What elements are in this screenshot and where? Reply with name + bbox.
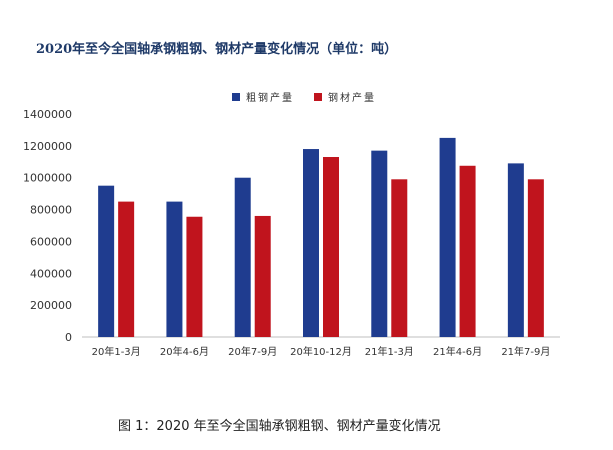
x-tick-label: 20年7-9月 [228, 345, 277, 358]
x-tick-label: 20年4-6月 [160, 345, 209, 358]
bar-crude-steel [98, 185, 115, 337]
bar-steel-products [459, 165, 476, 337]
figure-caption: 图 1：2020 年至今全国轴承钢粗钢、钢材产量变化情况 [118, 419, 441, 434]
bar-steel-products [186, 216, 203, 337]
bar-crude-steel [303, 149, 319, 337]
bar-crude-steel [166, 201, 183, 337]
x-tick-label: 21年1-3月 [365, 345, 414, 358]
bar-steel-products [391, 179, 408, 337]
y-tick-label: 800000 [30, 204, 72, 217]
y-tick-label: 1000000 [23, 172, 72, 185]
bar-crude-steel [371, 150, 388, 337]
bar-crude-steel [439, 137, 456, 337]
legend: 粗钢产量 钢材产量 [232, 89, 396, 104]
legend-swatch-crude-steel [232, 92, 240, 101]
legend-label-crude-steel: 粗钢产量 [246, 93, 294, 104]
y-tick-label: 600000 [30, 235, 72, 248]
legend-swatch-steel-products [314, 92, 322, 101]
y-tick-label: 1200000 [23, 140, 72, 153]
chart-title: 2020年至今全国轴承钢粗钢、钢材产量变化情况（单位：吨） [36, 42, 398, 57]
bar-crude-steel [507, 163, 524, 337]
bar-crude-steel [234, 177, 251, 337]
bar-steel-products [527, 179, 544, 337]
x-tick-label: 21年4-6月 [433, 345, 482, 358]
bar-steel-products [323, 157, 339, 337]
y-tick-label: 200000 [30, 299, 72, 312]
y-tick-label: 1400000 [23, 108, 72, 121]
bar-steel-products [254, 215, 271, 337]
y-tick-label: 0 [65, 331, 72, 344]
legend-item-crude-steel: 粗钢产量 [232, 89, 294, 104]
x-tick-label: 21年7-9月 [501, 345, 550, 358]
x-tick-label: 20年1-3月 [92, 345, 141, 358]
legend-label-steel-products: 钢材产量 [328, 93, 376, 104]
legend-item-steel-products: 钢材产量 [314, 89, 376, 104]
x-tick-label: 20年10-12月 [290, 345, 352, 358]
y-tick-label: 400000 [30, 267, 72, 280]
bar-steel-products [118, 201, 135, 337]
